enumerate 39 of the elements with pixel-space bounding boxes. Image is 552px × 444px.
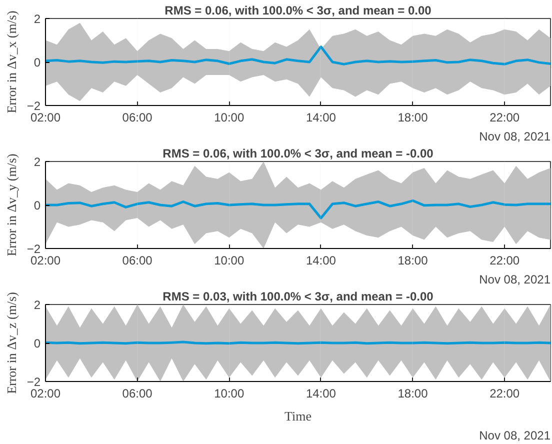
x-tick-label: 14:00 [306, 110, 336, 124]
x-tick-label: 06:00 [122, 254, 153, 268]
text: Nov 08, 2021 [479, 130, 551, 144]
x-axis-title: Time [284, 408, 312, 424]
y-tick-label: 2 [34, 12, 41, 26]
x-tick-label: 22:00 [490, 386, 520, 400]
x-tick-label: 14:00 [306, 254, 336, 268]
x-tick-label: 18:00 [398, 386, 428, 400]
y-tick-label: −2 [26, 99, 41, 113]
y-tick-label: 0 [34, 336, 41, 350]
x-tick-label: 22:00 [490, 110, 520, 124]
x-tick-label: 22:00 [490, 254, 520, 268]
chart-title: RMS = 0.06, with 100.0% < 3σ, and mean = 0.00 [164, 4, 432, 18]
chart-title: RMS = 0.03, with 100.0% < 3σ, and mean = -0.00 [162, 290, 434, 304]
x-tick-label: 14:00 [306, 386, 336, 400]
x-tick-label: 10:00 [214, 254, 244, 268]
x-tick-label: 18:00 [398, 254, 428, 268]
y-axis-title: Error in Δv_z (m/s) [4, 292, 19, 394]
x-tick-label: 06:00 [122, 110, 153, 124]
x-tick-label: 02:00 [30, 254, 61, 268]
x-tick-label: 18:00 [398, 110, 428, 124]
x-tick-label: 06:00 [122, 386, 153, 400]
y-axis-title: Error in Δv_x (m/s) [4, 10, 19, 114]
y-tick-label: 0 [34, 56, 41, 70]
y-tick-label: 0 [34, 198, 41, 212]
y-tick-label: −2 [26, 375, 41, 389]
text: Nov 08, 2021 [479, 272, 551, 286]
line-series [46, 199, 550, 220]
line-series [46, 46, 550, 66]
chart-title: RMS = 0.06, with 100.0% < 3σ, and mean = -0.00 [162, 146, 434, 160]
y-tick-label: 2 [34, 298, 41, 312]
text: Nov 08, 2021 [479, 428, 551, 442]
x-tick-label: 02:00 [30, 386, 61, 400]
x-tick-label: 02:00 [30, 110, 61, 124]
y-tick-label: 2 [34, 155, 41, 169]
y-axis-title: Error in Δv_y (m/s) [4, 154, 19, 256]
x-tick-label: 10:00 [214, 110, 244, 124]
x-tick-label: 10:00 [214, 386, 244, 400]
y-tick-label: −2 [26, 242, 41, 256]
